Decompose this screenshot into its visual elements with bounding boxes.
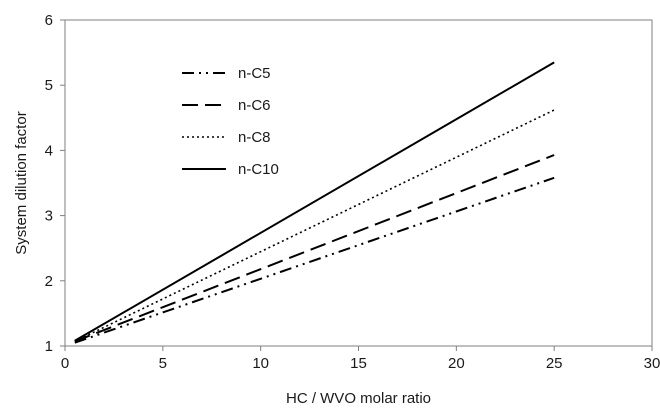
x-tick-label: 20 [448, 355, 465, 372]
series-line-n-c10 [74, 61, 555, 342]
y-tick-label: 1 [45, 338, 53, 355]
x-tick-label: 5 [159, 355, 167, 372]
x-tick-label: 10 [252, 355, 269, 372]
legend-label-n-c8: n-C8 [238, 129, 271, 146]
y-tick-label: 5 [45, 77, 53, 94]
legend-label-n-c10: n-C10 [238, 161, 279, 178]
legend-label-n-c5: n-C5 [238, 65, 271, 82]
series-lines [74, 61, 555, 344]
x-tick-label: 25 [546, 355, 563, 372]
x-tick-label: 0 [61, 355, 69, 372]
y-tick-label: 2 [45, 273, 53, 290]
y-axis-ticks: 1 2 3 4 5 6 [45, 12, 65, 355]
series-line-n-c5 [74, 176, 555, 344]
x-tick-label: 30 [644, 355, 660, 372]
plot-frame [64, 19, 653, 347]
y-tick-label: 6 [45, 12, 53, 29]
series-line-n-c6 [74, 154, 555, 343]
y-tick-label: 3 [45, 208, 53, 225]
series-line-n-c8 [74, 109, 555, 343]
y-axis-title: System dilution factor [13, 111, 30, 254]
legend-label-n-c6: n-C6 [238, 97, 271, 114]
x-axis-title: HC / WVO molar ratio [286, 390, 431, 407]
y-tick-label: 4 [45, 142, 53, 159]
legend: n-C5 n-C6 n-C8 n-C10 [182, 65, 279, 178]
plot-area-border [64, 19, 653, 347]
x-tick-label: 15 [350, 355, 367, 372]
x-axis-ticks: 0 5 10 15 20 25 30 [61, 346, 660, 372]
